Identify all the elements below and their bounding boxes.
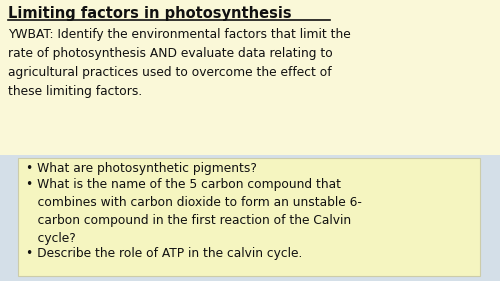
Text: • What is the name of the 5 carbon compound that
   combines with carbon dioxide: • What is the name of the 5 carbon compo…: [26, 178, 362, 245]
Text: Limiting factors in photosynthesis: Limiting factors in photosynthesis: [8, 6, 292, 21]
Bar: [18, 158, 480, 276]
Text: • What are photosynthetic pigments?: • What are photosynthetic pigments?: [26, 162, 257, 175]
Bar: [0, 0, 500, 155]
Text: • Describe the role of ATP in the calvin cycle.: • Describe the role of ATP in the calvin…: [26, 247, 302, 260]
Text: YWBAT: Identify the environmental factors that limit the
rate of photosynthesis : YWBAT: Identify the environmental factor…: [8, 28, 351, 98]
